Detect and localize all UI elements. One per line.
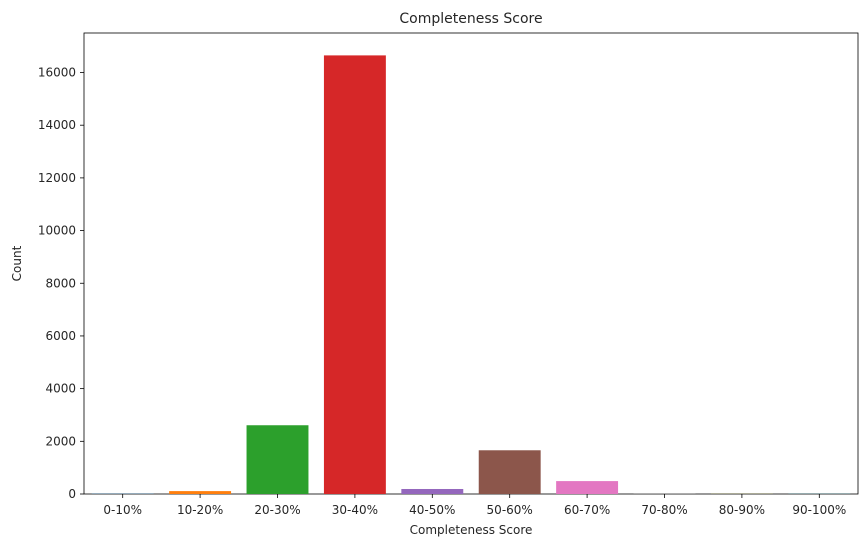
y-tick-label: 12000: [38, 171, 76, 185]
bar-10-20%: [169, 491, 232, 494]
bar-60-70%: [556, 481, 619, 494]
x-tick-label: 90-100%: [792, 503, 846, 517]
y-tick-label: 0: [68, 487, 76, 501]
y-tick-label: 8000: [45, 276, 76, 290]
bar-20-30%: [246, 425, 309, 494]
y-tick-label: 16000: [38, 66, 76, 80]
x-axis-label: Completeness Score: [410, 523, 533, 537]
x-tick-label: 30-40%: [332, 503, 378, 517]
x-tick-label: 20-30%: [254, 503, 300, 517]
bar-40-50%: [401, 488, 464, 494]
y-axis-label: Count: [10, 245, 24, 281]
bar-50-60%: [478, 450, 541, 494]
chart-title: Completeness Score: [399, 11, 542, 27]
y-tick-label: 10000: [38, 224, 76, 238]
y-tick-label: 14000: [38, 118, 76, 132]
x-axis: 0-10% 10-20% 20-30% 30-40% 40-50% 50-60% 60-70…: [103, 494, 846, 517]
x-tick-label: 50-60%: [487, 503, 533, 517]
x-tick-label: 10-20%: [177, 503, 223, 517]
bars-group: [91, 55, 851, 495]
x-tick-label: 40-50%: [409, 503, 455, 517]
x-tick-label: 80-90%: [719, 503, 765, 517]
bar-30-40%: [323, 55, 386, 495]
y-axis: 0 2000 4000 6000 8000 10000 12000 14000 16000: [38, 66, 84, 501]
x-tick-label: 60-70%: [564, 503, 610, 517]
x-tick-label: 0-10%: [103, 503, 142, 517]
y-tick-label: 6000: [45, 329, 76, 343]
y-tick-label: 4000: [45, 382, 76, 396]
y-tick-label: 2000: [45, 434, 76, 448]
plot-area: [83, 32, 859, 495]
x-tick-label: 70-80%: [641, 503, 687, 517]
